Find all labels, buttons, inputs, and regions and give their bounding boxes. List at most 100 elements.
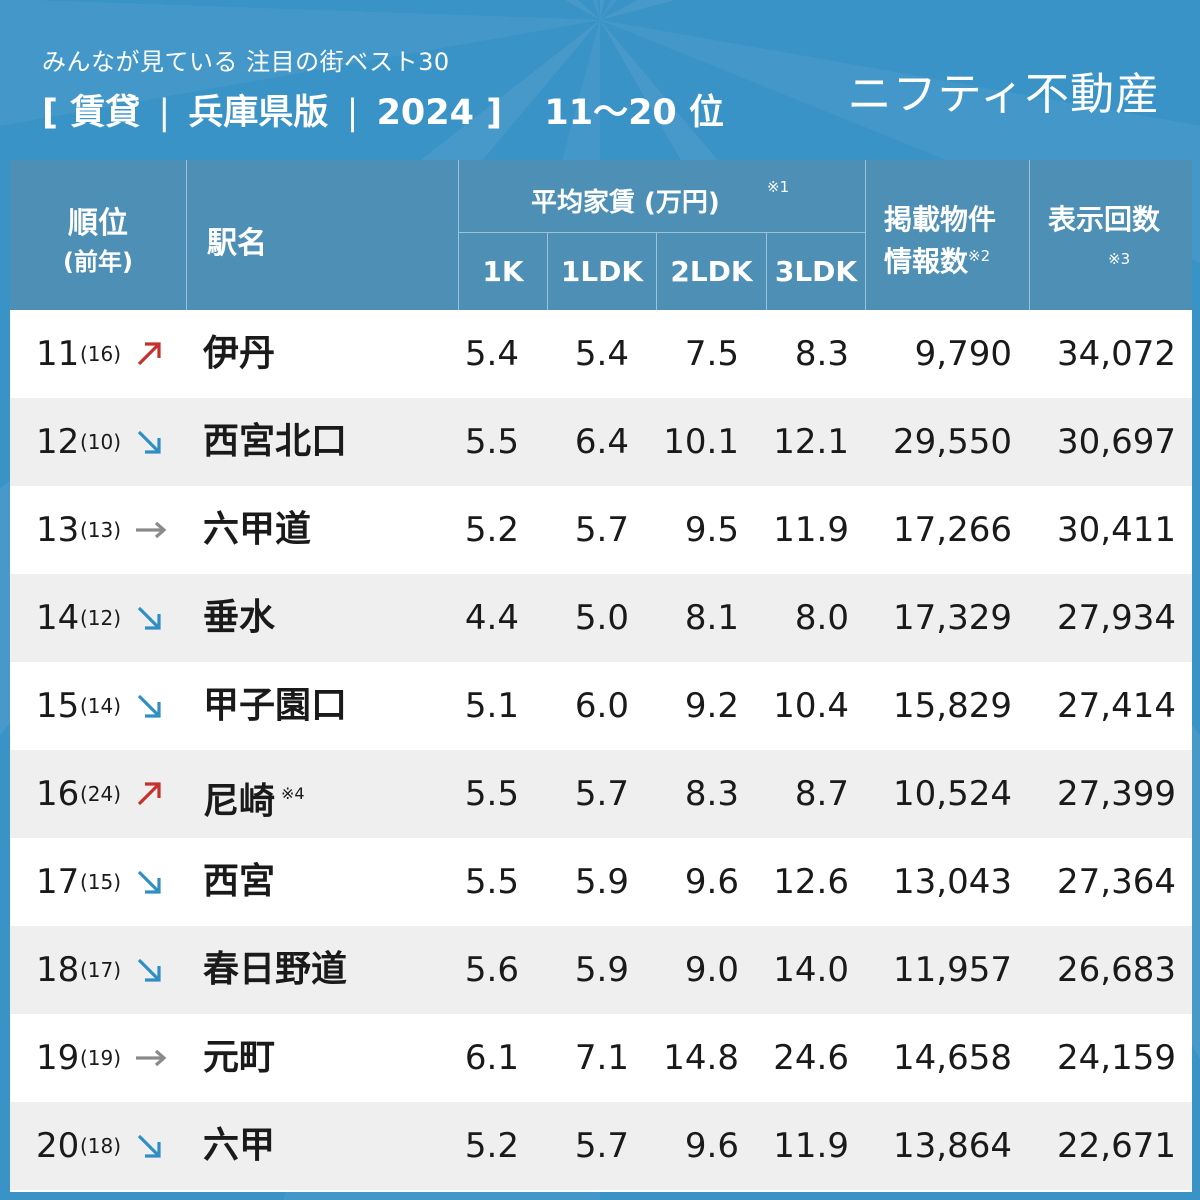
prev-rank-cell: (12) (80, 606, 122, 630)
listings-cell: 13,043 (893, 862, 1012, 902)
table-row: 13 (13) 六甲道 5.2 5.7 9.5 11.9 17,266 30,4… (10, 486, 1192, 574)
views-cell: 27,934 (1057, 598, 1176, 638)
station-name: 尼崎 (203, 781, 276, 822)
rent-3ldk-cell: 12.6 (773, 862, 849, 902)
station-name: 伊丹 (203, 333, 276, 374)
rent-2ldk-cell: 7.5 (684, 334, 739, 374)
station-name: 六甲道 (203, 509, 312, 550)
page-header: みんなが見ている 注目の街ベスト30 [ 賃貸 | 兵庫県版 | 2024 ] … (0, 0, 1200, 160)
arrow-up-right-icon (134, 750, 168, 838)
title-bracket-close: ] (486, 93, 503, 133)
table-row: 18 (17) 春日野道 5.6 5.9 9.0 14.0 11,957 26,… (10, 926, 1192, 1014)
arrow-up-right-icon (134, 310, 168, 398)
rent-2ldk-cell: 9.2 (684, 686, 739, 726)
rank-cell: 14 (36, 598, 80, 638)
rent-3ldk-cell: 14.0 (773, 950, 849, 990)
arrow-right-icon (134, 486, 168, 574)
rent-3ldk-cell: 8.0 (794, 598, 849, 638)
prev-rank-cell: (17) (80, 958, 122, 982)
rank-cell: 13 (36, 510, 80, 550)
arrow-down-right-icon (134, 1102, 168, 1190)
station-cell: 六甲 (203, 1102, 275, 1190)
header-listings: 掲載物件 情報数※2 (866, 160, 1030, 310)
listings-cell: 10,524 (893, 774, 1012, 814)
station-name: 春日野道 (203, 949, 348, 990)
rent-1k-cell: 5.4 (464, 334, 519, 374)
title-year: 2024 (376, 93, 474, 133)
title-region: 兵庫県版 (188, 93, 329, 133)
header-1ldk: 1LDK (548, 233, 657, 310)
rank-cell: 18 (36, 950, 80, 990)
rent-1k-cell: 4.4 (464, 598, 519, 638)
prev-rank-cell: (10) (80, 430, 122, 454)
arrow-down-right-icon (134, 838, 168, 926)
header-views-label: 表示回数 (1048, 203, 1161, 236)
rent-3ldk-cell: 10.4 (773, 686, 849, 726)
prev-rank-cell: (15) (80, 870, 122, 894)
table-row: 11 (16) 伊丹 5.4 5.4 7.5 8.3 9,790 34,072 (10, 310, 1192, 398)
station-name: 元町 (203, 1037, 276, 1078)
header-views: 表示回数 ※3 (1030, 160, 1192, 310)
station-note: ※4 (281, 784, 305, 803)
rent-1k-cell: 5.1 (464, 686, 519, 726)
station-name: 垂水 (203, 597, 276, 638)
listings-cell: 14,658 (893, 1038, 1012, 1078)
header-rent-note: ※1 (767, 178, 790, 196)
listings-cell: 13,864 (893, 1126, 1012, 1166)
header-station: 駅名 (187, 160, 459, 310)
prev-rank-cell: (24) (80, 782, 122, 806)
rent-2ldk-cell: 14.8 (663, 1038, 739, 1078)
arrow-down-right-icon (134, 662, 168, 750)
ranking-table: 順位 (前年) 駅名 平均家賃 (万円) ※1 1K 1LDK 2LDK 3LD… (10, 160, 1192, 1192)
header-rent-group: 平均家賃 (万円) ※1 (459, 160, 865, 233)
table-row: 14 (12) 垂水 4.4 5.0 8.1 8.0 17,329 27,934 (10, 574, 1192, 662)
rent-2ldk-cell: 9.6 (684, 862, 739, 902)
header-listings-label-2: 情報数※2 (884, 240, 990, 280)
header-views-note: ※3 (1108, 250, 1131, 268)
rank-cell: 15 (36, 686, 80, 726)
station-cell: 西宮北口 (203, 398, 347, 486)
title-separator: | (346, 93, 359, 133)
views-cell: 27,414 (1057, 686, 1176, 726)
header-rank: 順位 (前年) (10, 160, 187, 310)
listings-cell: 17,266 (893, 510, 1012, 550)
rank-cell: 11 (36, 334, 80, 374)
rent-1ldk-cell: 5.7 (574, 1126, 629, 1166)
page-title: [ 賃貸 | 兵庫県版 | 2024 ] 11〜20 位 (42, 84, 724, 135)
rent-1k-cell: 5.6 (464, 950, 519, 990)
title-bracket-open: [ (42, 93, 58, 133)
rent-3ldk-cell: 24.6 (773, 1038, 849, 1078)
rent-1ldk-cell: 6.0 (574, 686, 629, 726)
title-category: 賃貸 (70, 93, 141, 133)
station-name: 西宮北口 (203, 421, 348, 462)
header-station-label: 駅名 (207, 226, 267, 261)
table-body: 11 (16) 伊丹 5.4 5.4 7.5 8.3 9,790 34,072 … (10, 310, 1192, 1190)
arrow-right-icon (134, 1014, 168, 1102)
rent-3ldk-cell: 12.1 (773, 422, 849, 462)
table-row: 17 (15) 西宮 5.5 5.9 9.6 12.6 13,043 27,36… (10, 838, 1192, 926)
views-cell: 26,683 (1057, 950, 1176, 990)
station-cell: 垂水 (203, 574, 275, 662)
listings-cell: 17,329 (893, 598, 1012, 638)
listings-cell: 9,790 (914, 334, 1012, 374)
rent-1ldk-cell: 5.4 (574, 334, 629, 374)
rent-1ldk-cell: 5.7 (574, 510, 629, 550)
rank-cell: 20 (36, 1126, 80, 1166)
rent-2ldk-cell: 10.1 (663, 422, 739, 462)
table-row: 20 (18) 六甲 5.2 5.7 9.6 11.9 13,864 22,67… (10, 1102, 1192, 1190)
rank-cell: 12 (36, 422, 80, 462)
header-listings-label-2-text: 情報数 (884, 245, 969, 278)
prev-rank-cell: (19) (80, 1046, 122, 1070)
rent-2ldk-cell: 8.1 (684, 598, 739, 638)
rent-3ldk-cell: 8.3 (794, 334, 849, 374)
rent-1k-cell: 5.5 (464, 862, 519, 902)
views-cell: 27,364 (1057, 862, 1176, 902)
header-listings-note: ※2 (968, 247, 991, 265)
title-separator: | (158, 93, 171, 133)
rent-2ldk-cell: 9.0 (684, 950, 739, 990)
rank-range: 11〜20 位 (544, 93, 724, 133)
rent-3ldk-cell: 11.9 (773, 510, 849, 550)
station-cell: 伊丹 (203, 310, 275, 398)
table-row: 16 (24) 尼崎 ※4 5.5 5.7 8.3 8.7 10,524 27,3… (10, 750, 1192, 838)
table-row: 19 (19) 元町 6.1 7.1 14.8 24.6 14,658 24,1… (10, 1014, 1192, 1102)
